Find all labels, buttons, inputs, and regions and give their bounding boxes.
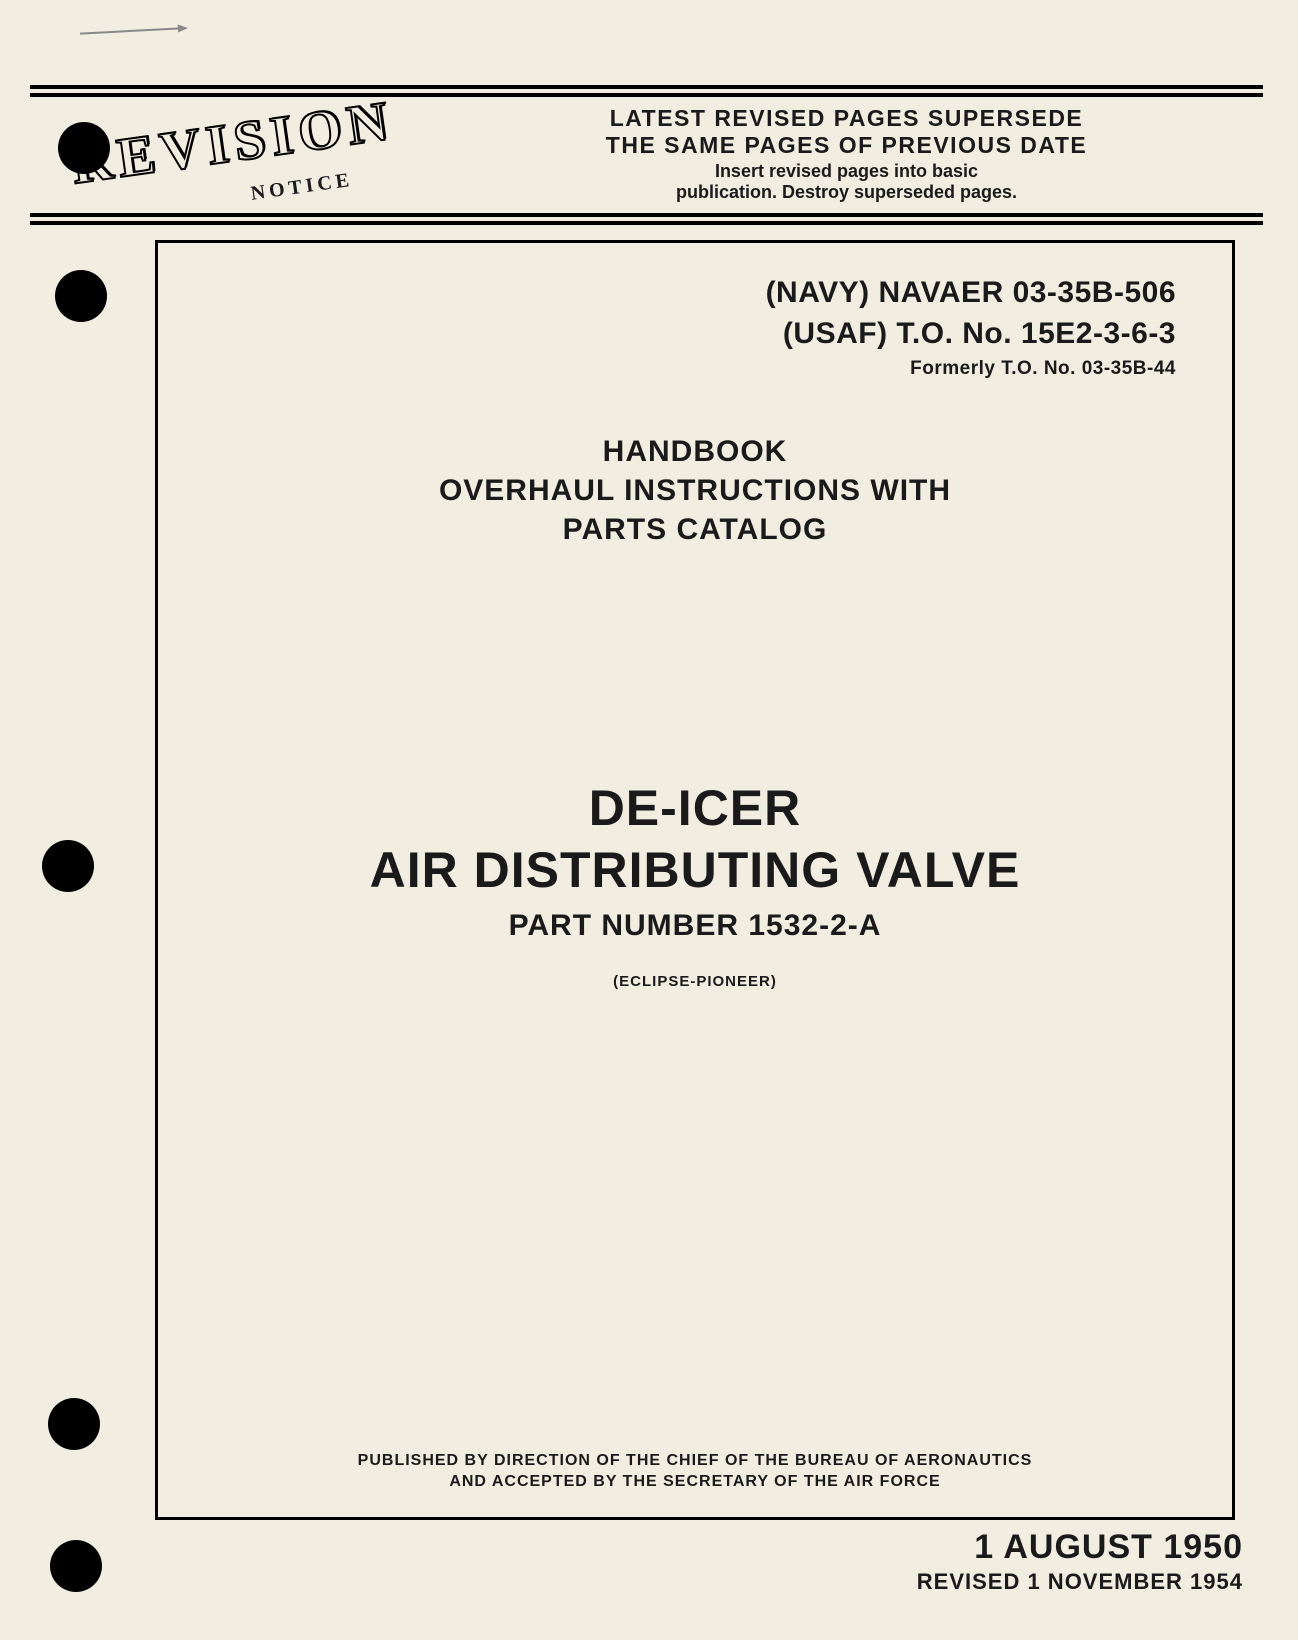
punch-hole	[50, 1540, 102, 1592]
handbook-line: OVERHAUL INSTRUCTIONS WITH	[198, 471, 1192, 510]
document-identifiers: (NAVY) NAVAER 03-35B-506 (USAF) T.O. No.…	[198, 273, 1192, 382]
part-number: PART NUMBER 1532-2-A	[198, 909, 1192, 943]
supersede-text: LATEST REVISED PAGES SUPERSEDE THE SAME …	[450, 105, 1263, 203]
formerly-id: Formerly T.O. No. 03-35B-44	[198, 356, 1176, 382]
publisher-line: PUBLISHED BY DIRECTION OF THE CHIEF OF T…	[198, 1450, 1192, 1472]
handbook-line: PARTS CATALOG	[198, 510, 1192, 549]
handbook-line: HANDBOOK	[198, 432, 1192, 471]
supersede-line: LATEST REVISED PAGES SUPERSEDE	[450, 105, 1243, 132]
punch-hole	[42, 840, 94, 892]
punch-hole	[55, 270, 107, 322]
cover-frame: (NAVY) NAVAER 03-35B-506 (USAF) T.O. No.…	[155, 240, 1235, 1520]
scan-artifact	[80, 27, 180, 34]
date-block: 1 AUGUST 1950 REVISED 1 NOVEMBER 1954	[917, 1528, 1243, 1595]
revised-date: REVISED 1 NOVEMBER 1954	[917, 1569, 1243, 1595]
manufacturer: (ECLIPSE-PIONEER)	[198, 973, 1192, 990]
handbook-heading: HANDBOOK OVERHAUL INSTRUCTIONS WITH PART…	[198, 432, 1192, 549]
title-line: DE-ICER	[198, 779, 1192, 837]
punch-hole	[48, 1398, 100, 1450]
supersede-line: Insert revised pages into basic	[450, 161, 1243, 182]
original-date: 1 AUGUST 1950	[917, 1528, 1243, 1567]
title-block: DE-ICER AIR DISTRIBUTING VALVE PART NUMB…	[198, 779, 1192, 990]
publisher-line: AND ACCEPTED BY THE SECRETARY OF THE AIR…	[198, 1471, 1192, 1493]
supersede-line: THE SAME PAGES OF PREVIOUS DATE	[450, 132, 1243, 159]
punch-hole	[58, 122, 110, 174]
title-line: AIR DISTRIBUTING VALVE	[198, 841, 1192, 899]
supersede-line: publication. Destroy superseded pages.	[450, 182, 1243, 203]
publisher-text: PUBLISHED BY DIRECTION OF THE CHIEF OF T…	[198, 1450, 1192, 1493]
usaf-id: (USAF) T.O. No. 15E2-3-6-3	[198, 314, 1176, 355]
revision-header: REVISION NOTICE LATEST REVISED PAGES SUP…	[30, 85, 1263, 225]
navy-id: (NAVY) NAVAER 03-35B-506	[198, 273, 1176, 314]
